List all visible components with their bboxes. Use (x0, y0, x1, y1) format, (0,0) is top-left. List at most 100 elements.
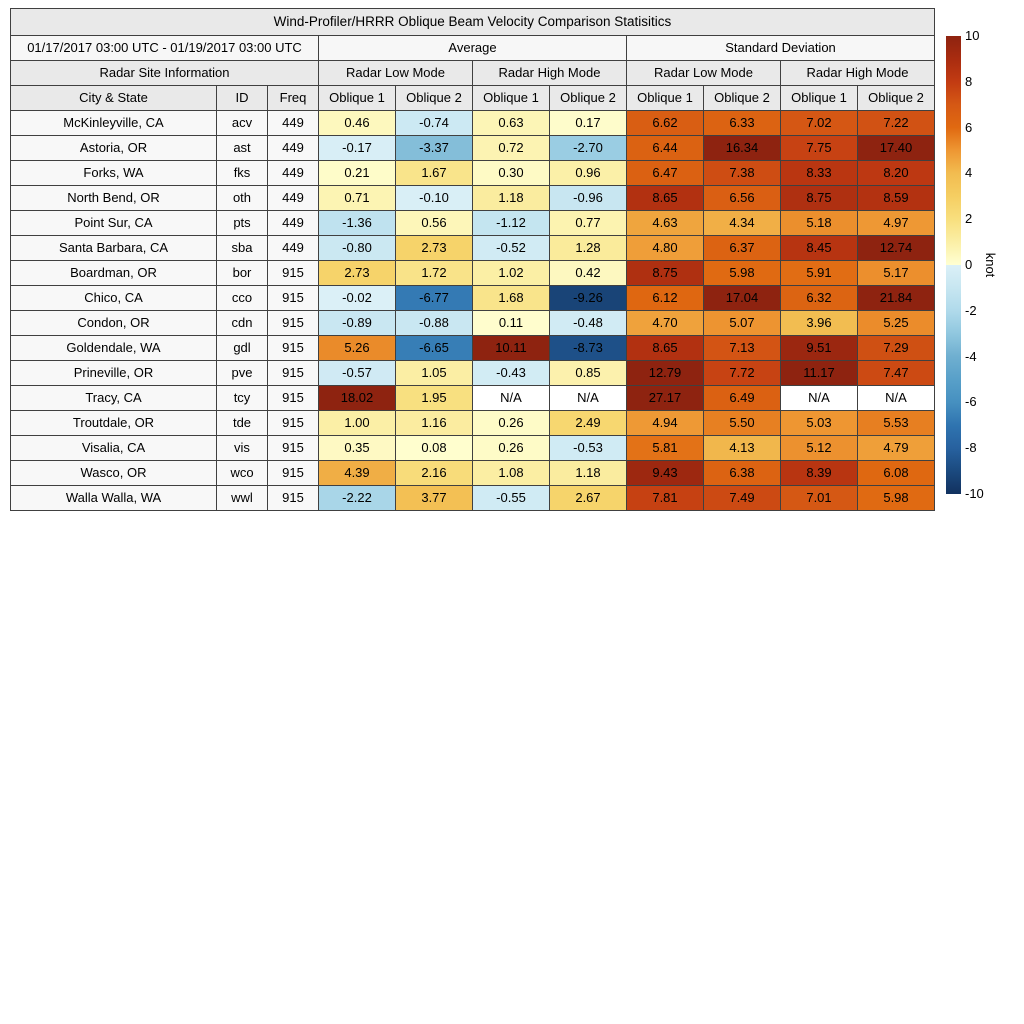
value-cell: 8.59 (857, 185, 935, 211)
site-row: McKinleyville, CA acv 449 0.46 -0.74 0.63 0.17… (10, 110, 935, 136)
value-cell: 1.05 (395, 360, 473, 386)
value-cell: 8.65 (626, 335, 704, 361)
value-cell: 0.77 (549, 210, 627, 236)
value-cell: 11.17 (780, 360, 858, 386)
value-cell: N/A (857, 385, 935, 411)
site-id: cdn (216, 310, 268, 336)
site-freq: 915 (267, 410, 319, 436)
value-cell: 27.17 (626, 385, 704, 411)
value-cell: -0.88 (395, 310, 473, 336)
avg-high-mode-header: Radar High Mode (472, 60, 627, 86)
value-cell: 7.47 (857, 360, 935, 386)
value-cell: 1.67 (395, 160, 473, 186)
colorbar-tick-label: -8 (965, 440, 977, 456)
site-row: Santa Barbara, CA sba 449 -0.80 2.73 -0.52 1.2… (10, 235, 935, 261)
value-cell: 2.67 (549, 485, 627, 511)
value-cell: 5.81 (626, 435, 704, 461)
value-cell: 21.84 (857, 285, 935, 311)
value-cell: -0.89 (318, 310, 396, 336)
value-cell: 5.25 (857, 310, 935, 336)
mode-header-row: Radar Site Information Radar Low Mode Ra… (10, 60, 935, 86)
site-city: Visalia, CA (10, 435, 217, 461)
avg-low-mode-header: Radar Low Mode (318, 60, 473, 86)
value-cell: 6.32 (780, 285, 858, 311)
value-cell: 0.71 (318, 185, 396, 211)
value-cell: 0.17 (549, 110, 627, 136)
value-cell: 8.65 (626, 185, 704, 211)
site-city: Santa Barbara, CA (10, 235, 217, 261)
site-freq: 915 (267, 285, 319, 311)
value-cell: 8.45 (780, 235, 858, 261)
site-id: bor (216, 260, 268, 286)
site-id: pts (216, 210, 268, 236)
value-cell: 8.75 (780, 185, 858, 211)
value-cell: 1.28 (549, 235, 627, 261)
value-cell: 4.70 (626, 310, 704, 336)
site-id: tde (216, 410, 268, 436)
site-row: Condon, OR cdn 915 -0.89 -0.88 0.11 -0.48 4.70 5… (10, 310, 935, 336)
value-cell: 0.35 (318, 435, 396, 461)
value-cell: 3.96 (780, 310, 858, 336)
value-cell: 9.51 (780, 335, 858, 361)
value-cell: 5.50 (703, 410, 781, 436)
value-cell: 8.39 (780, 460, 858, 486)
figure-title: Wind-Profiler/HRRR Oblique Beam Velocity… (10, 8, 935, 36)
colorbar-gradient (946, 36, 961, 494)
site-freq: 915 (267, 460, 319, 486)
value-cell: 0.72 (472, 135, 550, 161)
site-city: Prineville, OR (10, 360, 217, 386)
value-cell: 5.91 (780, 260, 858, 286)
value-cell: 5.53 (857, 410, 935, 436)
city-state-header: City & State (10, 85, 217, 111)
site-row: Forks, WA fks 449 0.21 1.67 0.30 0.96 6.47 7.38 8… (10, 160, 935, 186)
value-cell: 6.44 (626, 135, 704, 161)
value-cell: 5.18 (780, 210, 858, 236)
avg-low-oblique1-header: Oblique 1 (318, 85, 396, 111)
value-cell: 1.18 (549, 460, 627, 486)
site-freq: 915 (267, 310, 319, 336)
value-cell: 6.47 (626, 160, 704, 186)
site-row: North Bend, OR oth 449 0.71 -0.10 1.18 -0.96 8.… (10, 185, 935, 211)
value-cell: -6.65 (395, 335, 473, 361)
value-cell: 7.29 (857, 335, 935, 361)
colorbar-tick-label: 8 (965, 73, 973, 89)
colorbar-tick-label: 6 (965, 119, 973, 135)
value-cell: 8.75 (626, 260, 704, 286)
value-cell: 4.79 (857, 435, 935, 461)
value-cell: -1.36 (318, 210, 396, 236)
colorbar-tick-label: -6 (965, 394, 977, 410)
avg-low-oblique2-header: Oblique 2 (395, 85, 473, 111)
site-freq: 915 (267, 260, 319, 286)
site-id: gdl (216, 335, 268, 361)
site-row: Goldendale, WA gdl 915 5.26 -6.65 10.11 -8.73 8… (10, 335, 935, 361)
value-cell: 1.72 (395, 260, 473, 286)
freq-header: Freq (267, 85, 319, 111)
site-city: North Bend, OR (10, 185, 217, 211)
colorbar-unit-label: knot (983, 252, 998, 278)
value-cell: -6.77 (395, 285, 473, 311)
site-row: Chico, CA cco 915 -0.02 -6.77 1.68 -9.26 6.12 17… (10, 285, 935, 311)
site-city: Chico, CA (10, 285, 217, 311)
value-cell: 12.79 (626, 360, 704, 386)
site-freq: 915 (267, 385, 319, 411)
site-city: Condon, OR (10, 310, 217, 336)
value-cell: 0.85 (549, 360, 627, 386)
site-freq: 449 (267, 110, 319, 136)
value-cell: -0.53 (549, 435, 627, 461)
value-cell: 4.39 (318, 460, 396, 486)
site-id: fks (216, 160, 268, 186)
value-cell: 4.94 (626, 410, 704, 436)
group-header-row: 01/17/2017 03:00 UTC - 01/19/2017 03:00 … (10, 35, 935, 61)
site-row: Point Sur, CA pts 449 -1.36 0.56 -1.12 0.77 4.6… (10, 210, 935, 236)
value-cell: -0.57 (318, 360, 396, 386)
colorbar-tick-label: 0 (965, 257, 973, 272)
site-id: acv (216, 110, 268, 136)
colorbar-tick-label: 2 (965, 211, 973, 227)
value-cell: 5.03 (780, 410, 858, 436)
site-city: Forks, WA (10, 160, 217, 186)
colorbar-tick-label: -2 (965, 302, 977, 318)
site-row: Prineville, OR pve 915 -0.57 1.05 -0.43 0.85 12… (10, 360, 935, 386)
site-freq: 449 (267, 210, 319, 236)
value-cell: 7.01 (780, 485, 858, 511)
value-cell: 6.38 (703, 460, 781, 486)
